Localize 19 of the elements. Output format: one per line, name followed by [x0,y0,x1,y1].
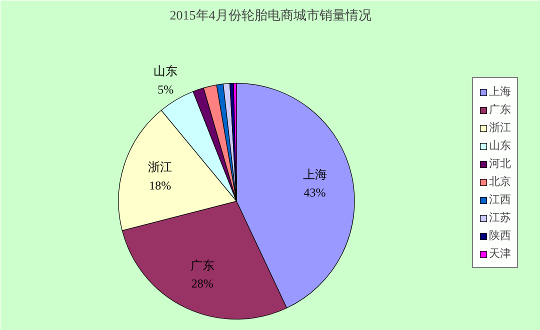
legend-label: 江苏 [489,210,511,225]
legend-label: 浙江 [489,120,511,135]
chart-title: 2015年4月份轮胎电商城市销量情况 [170,8,372,22]
legend-label: 上海 [489,84,511,99]
legend-label: 河北 [489,156,511,171]
legend-label: 北京 [489,174,511,189]
data-label: 28% [191,276,214,291]
legend-label: 山东 [489,138,511,153]
legend-label: 广东 [489,102,511,117]
data-label: 18% [149,178,172,192]
slice-label: 上海 [302,167,327,182]
slice-label: 山东 [154,64,178,78]
data-label: 5% [158,82,174,96]
legend-label: 陕西 [489,228,511,243]
slice-label: 浙江 [148,160,172,174]
legend-label: 天津 [489,246,511,261]
legend-label: 江西 [489,192,511,207]
data-label: 43% [304,186,326,200]
slice-label: 广东 [190,258,214,272]
